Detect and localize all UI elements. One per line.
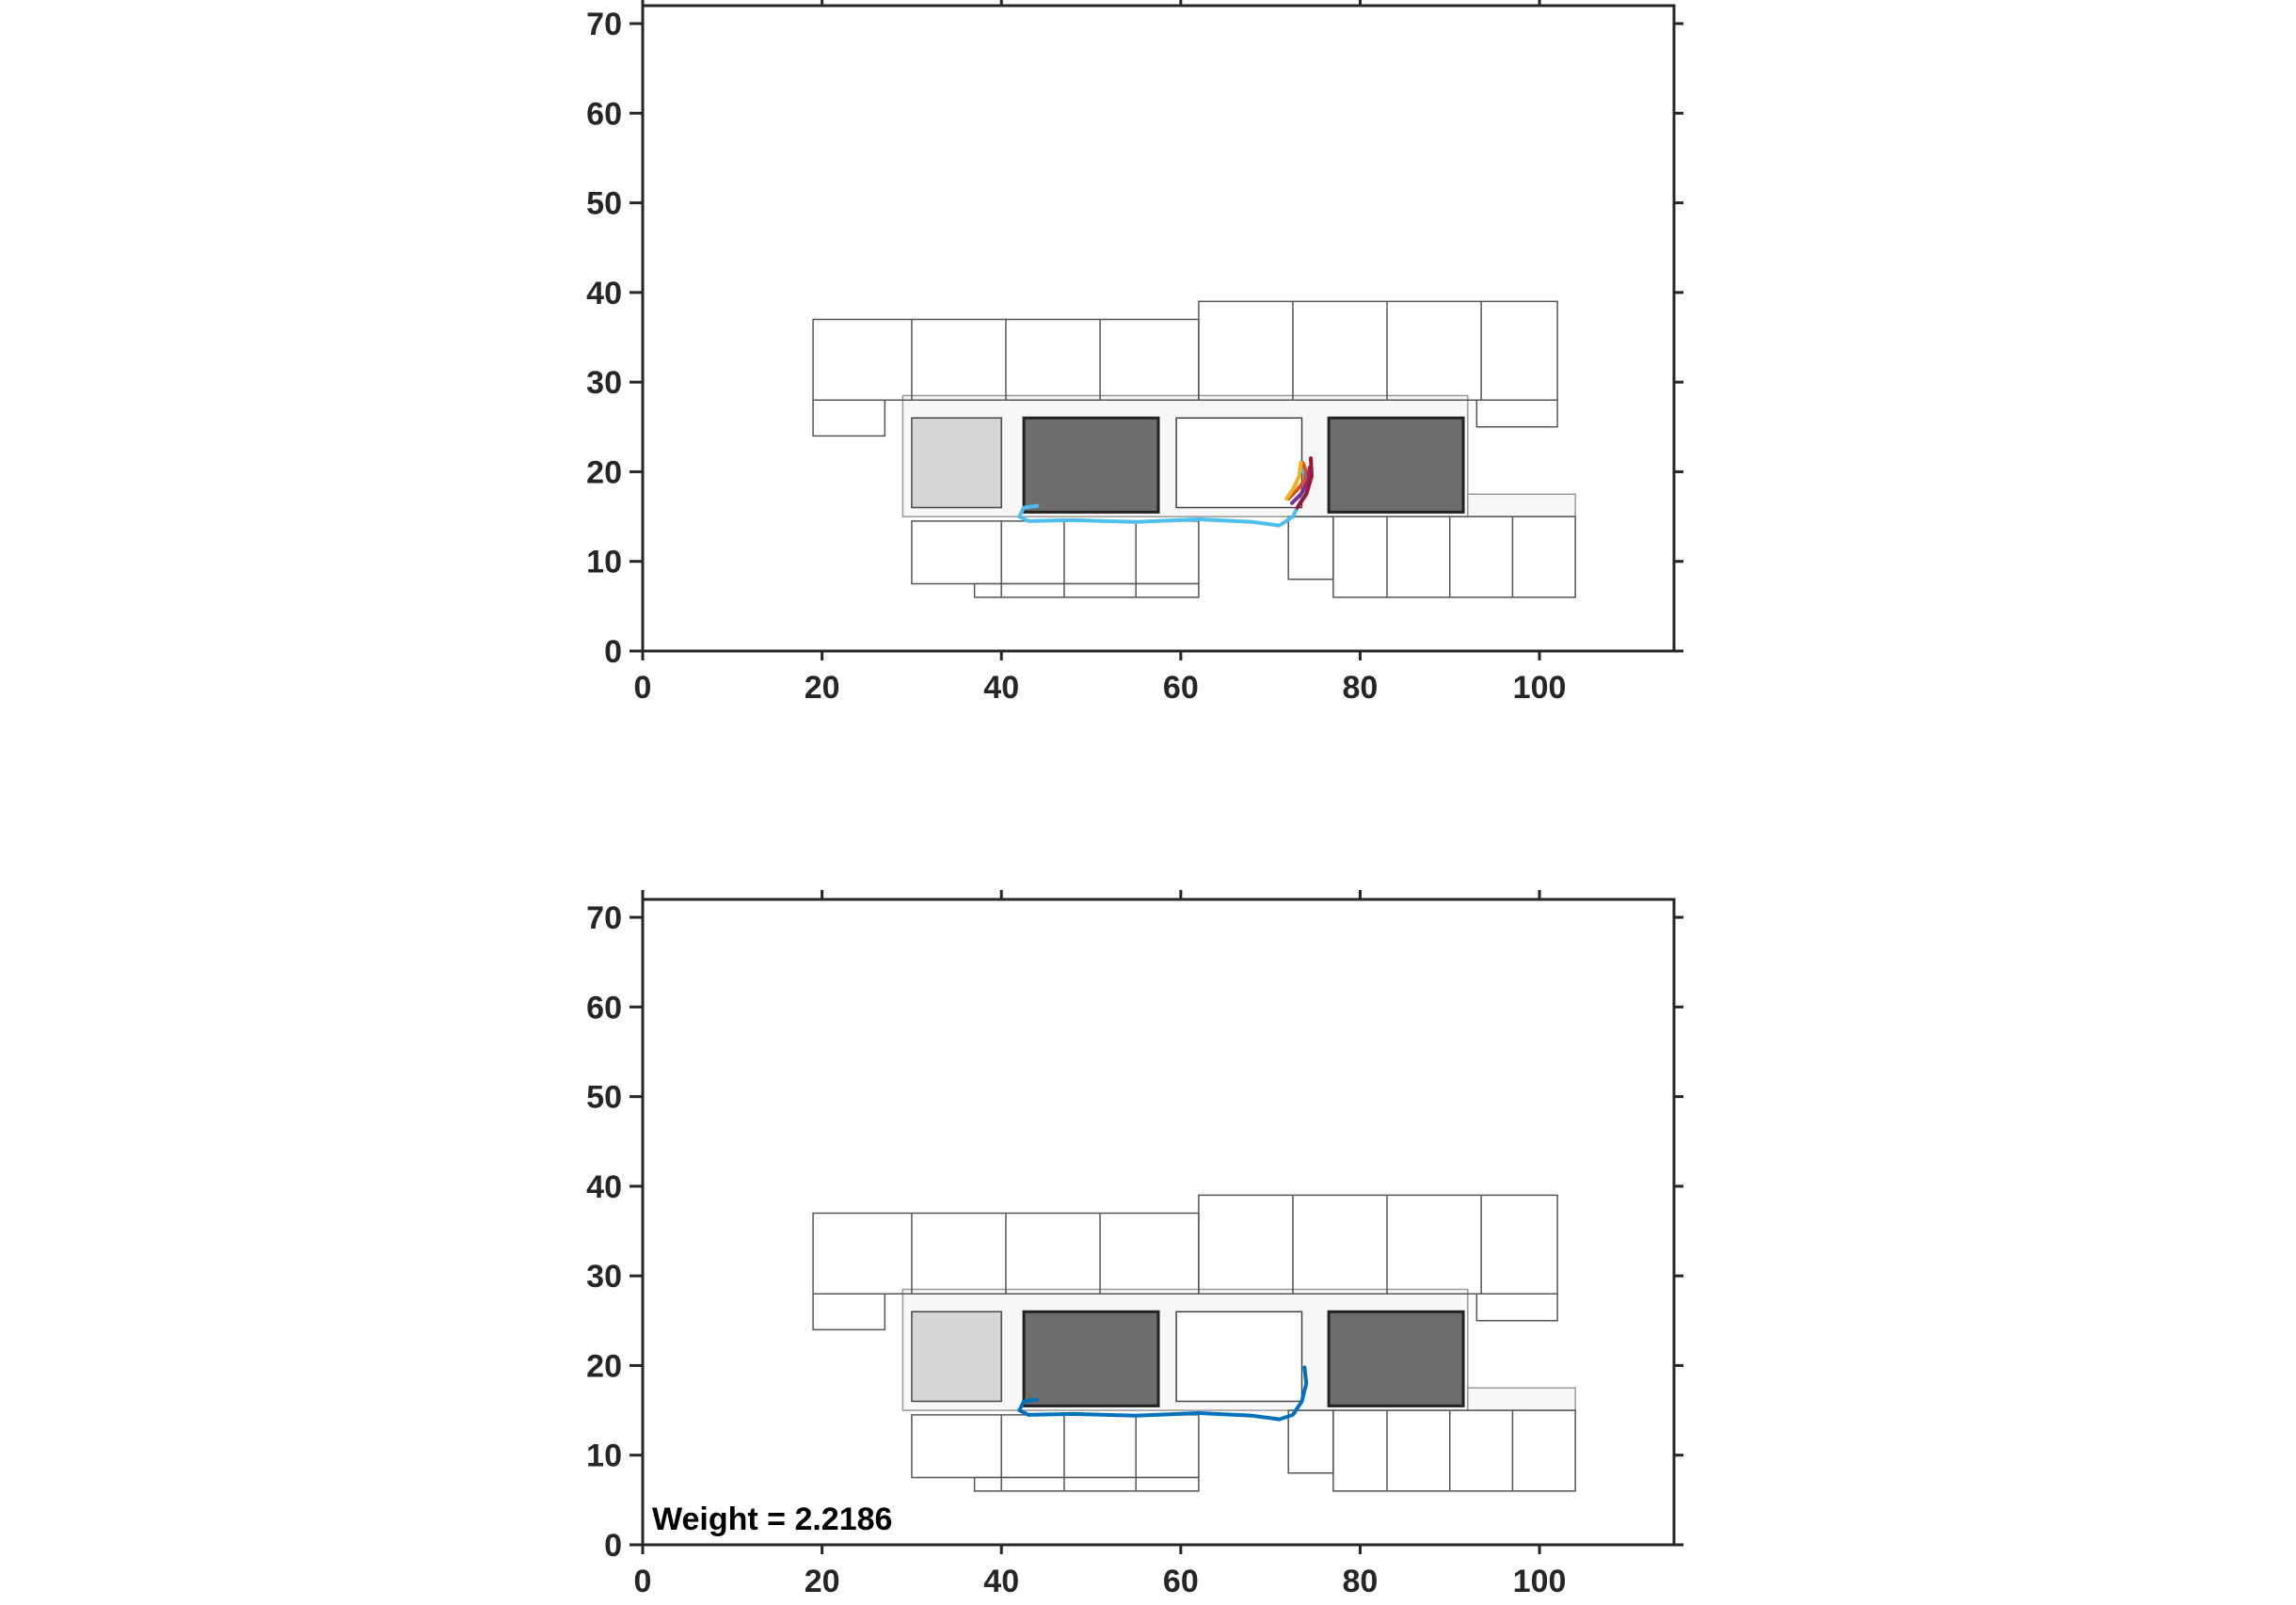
x-tick-label: 100 [1513, 1564, 1567, 1599]
y-tick-label: 50 [586, 1080, 622, 1116]
floor-plan [813, 301, 1575, 596]
y-tick-label: 40 [586, 1169, 622, 1205]
x-tick-label: 40 [983, 670, 1019, 706]
x-tick-label: 60 [1163, 1564, 1199, 1599]
x-tick-label: 80 [1343, 670, 1379, 706]
y-tick-label: 70 [586, 7, 622, 42]
x-tick-label: 80 [1343, 1564, 1379, 1599]
x-tick-label: 20 [805, 670, 840, 706]
y-tick-label: 0 [604, 1528, 622, 1564]
y-tick-label: 0 [604, 634, 622, 670]
trajectory [1295, 456, 1314, 510]
annotation: Weight = 2.2186 [652, 1502, 892, 1537]
axes-box [641, 4, 1676, 653]
x-tick-label: 100 [1513, 670, 1567, 706]
y-tick-label: 60 [586, 990, 622, 1025]
axes: 0 20 40 60 80 100 0 10 20 30 40 50 60 70 [586, 0, 1683, 706]
y-tick-label: 70 [586, 900, 622, 936]
x-tick-label: 60 [1163, 670, 1199, 706]
floor-plan [813, 1195, 1575, 1490]
y-tick-label: 40 [586, 276, 622, 311]
x-tick-label: 40 [983, 1564, 1019, 1599]
y-tick-label: 10 [586, 545, 622, 580]
y-tick-label: 30 [586, 1259, 622, 1295]
y-tick-label: 10 [586, 1438, 622, 1474]
y-tick-label: 20 [586, 454, 622, 490]
y-tick-label: 20 [586, 1348, 622, 1384]
trajectory [1286, 460, 1309, 501]
trajectory [1290, 465, 1313, 505]
x-tick-label: 0 [634, 670, 652, 706]
x-tick-label: 0 [634, 1564, 652, 1599]
axes-box [641, 898, 1676, 1547]
trajectory [1284, 460, 1303, 501]
axes: 0 20 40 60 80 100 0 10 20 30 40 50 60 70 Weight = 2.21… [586, 890, 1683, 1599]
x-tick-label: 20 [805, 1564, 840, 1599]
y-tick-label: 50 [586, 186, 622, 222]
y-tick-label: 30 [586, 365, 622, 401]
y-tick-label: 60 [586, 96, 622, 132]
trajectory [1017, 1365, 1309, 1422]
